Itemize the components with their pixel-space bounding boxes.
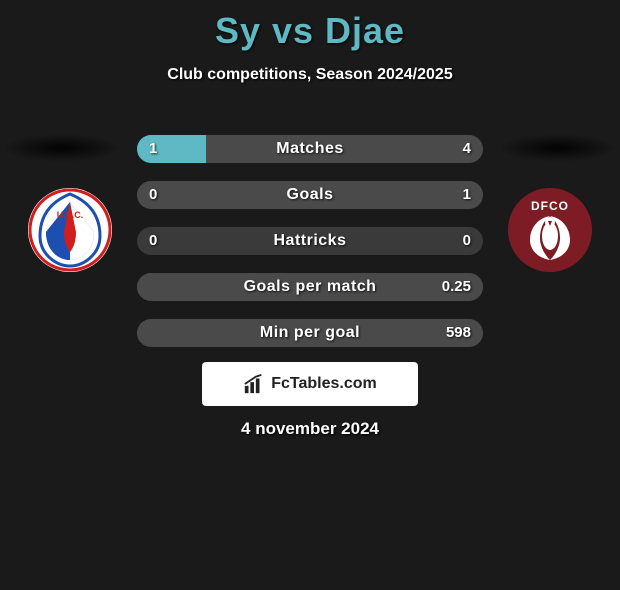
stat-label: Min per goal xyxy=(137,319,483,347)
page-title: Sy vs Djae xyxy=(0,10,620,52)
stat-label: Goals xyxy=(137,181,483,209)
stat-bar: 0.25Goals per match xyxy=(137,273,483,301)
crest-right-letters: DFCO xyxy=(531,199,569,213)
crest-right-shadow xyxy=(498,134,618,162)
chart-icon xyxy=(243,373,265,395)
stat-label: Goals per match xyxy=(137,273,483,301)
crest-right: DFCO xyxy=(508,188,592,272)
crest-left-letters: U.S.C. xyxy=(57,210,84,220)
stat-bar: 598Min per goal xyxy=(137,319,483,347)
stat-bar: 00Hattricks xyxy=(137,227,483,255)
crest-left-shadow xyxy=(2,134,122,162)
stat-bar: 14Matches xyxy=(137,135,483,163)
stat-bar: 01Goals xyxy=(137,181,483,209)
footer-label: FcTables.com xyxy=(271,375,377,393)
stats-bars: 14Matches 01Goals 00Hattricks 0.25Goals per… xyxy=(137,135,483,365)
subtitle: Club competitions, Season 2024/2025 xyxy=(0,66,620,84)
crest-left: U.S.C. xyxy=(28,188,112,272)
stat-label: Hattricks xyxy=(137,227,483,255)
footer-box: FcTables.com xyxy=(202,362,418,406)
crest-left-svg: U.S.C. xyxy=(28,188,112,272)
date-label: 4 november 2024 xyxy=(0,419,620,439)
stat-label: Matches xyxy=(137,135,483,163)
crest-right-svg: DFCO xyxy=(508,188,592,272)
